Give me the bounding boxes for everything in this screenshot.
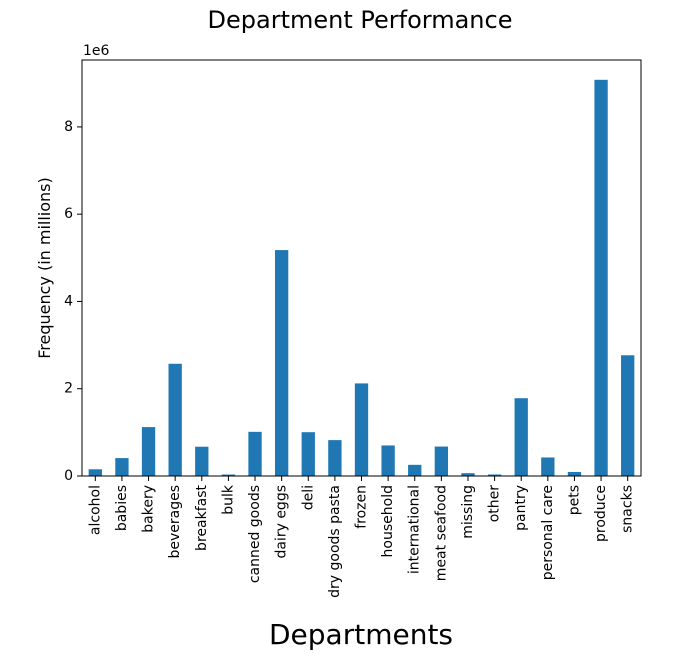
plot-frame <box>81 59 642 477</box>
x-tick-label: dairy eggs <box>274 485 290 559</box>
x-tick-label: other <box>487 485 503 523</box>
y-tick-label: 6 <box>64 206 73 222</box>
x-tick-label: international <box>407 485 423 574</box>
bar-other <box>487 474 502 476</box>
x-tick-label: personal care <box>540 485 556 580</box>
x-tick-label: bulk <box>220 484 236 515</box>
y-axis-offset-label: 1e6 <box>83 43 110 59</box>
bar-produce <box>594 79 608 476</box>
x-tick-label: breakfast <box>194 485 210 551</box>
x-ticks-group: alcohol babies bakery beverages breakfast bul… <box>87 476 636 598</box>
y-axis-label: Frequency (in millions) <box>35 177 54 359</box>
bar-missing <box>461 473 475 476</box>
bars-group <box>88 79 635 476</box>
bar-snacks <box>621 355 635 476</box>
x-tick-label: bakery <box>141 485 157 533</box>
bar-bakery <box>141 427 156 476</box>
y-tick-label: 2 <box>64 381 73 397</box>
x-tick-label: pets <box>566 485 582 515</box>
x-axis-label: Departments <box>269 618 453 651</box>
x-tick-label: deli <box>300 485 316 510</box>
bar-frozen <box>354 383 369 476</box>
bar-personal-care <box>541 457 555 476</box>
x-tick-label: produce <box>593 485 609 542</box>
bar-dry-goods-pasta <box>328 440 342 476</box>
x-tick-label: household <box>380 485 396 557</box>
bar-bulk <box>221 474 236 476</box>
x-tick-label: meat seafood <box>433 485 449 581</box>
chart-title: Department Performance <box>208 6 513 34</box>
bar-international <box>408 464 422 476</box>
bar-deli <box>301 432 315 476</box>
x-tick-label: alcohol <box>87 485 103 535</box>
bar-pantry <box>514 398 528 476</box>
y-tick-label: 4 <box>64 293 73 309</box>
x-tick-label: missing <box>460 485 476 539</box>
x-tick-label: canned goods <box>247 485 263 583</box>
bar-meat-seafood <box>434 446 449 476</box>
bar-breakfast <box>195 446 209 476</box>
x-tick-label: frozen <box>354 485 370 529</box>
bar-babies <box>115 458 129 476</box>
bar-beverages <box>168 363 182 476</box>
y-ticks-group: 0 2 4 6 8 <box>64 119 82 484</box>
y-tick-label: 8 <box>64 119 73 135</box>
bar-household <box>381 445 395 476</box>
bar-pets <box>567 471 582 476</box>
x-tick-label: snacks <box>620 485 636 533</box>
x-tick-label: pantry <box>513 485 529 531</box>
x-tick-label: babies <box>114 485 130 531</box>
bar-canned-goods <box>248 431 262 476</box>
y-tick-label: 0 <box>64 468 73 484</box>
x-tick-label: dry goods pasta <box>327 485 343 598</box>
bar-alcohol <box>88 469 102 476</box>
bar-dairy-eggs <box>274 250 289 476</box>
x-tick-label: beverages <box>167 485 183 559</box>
